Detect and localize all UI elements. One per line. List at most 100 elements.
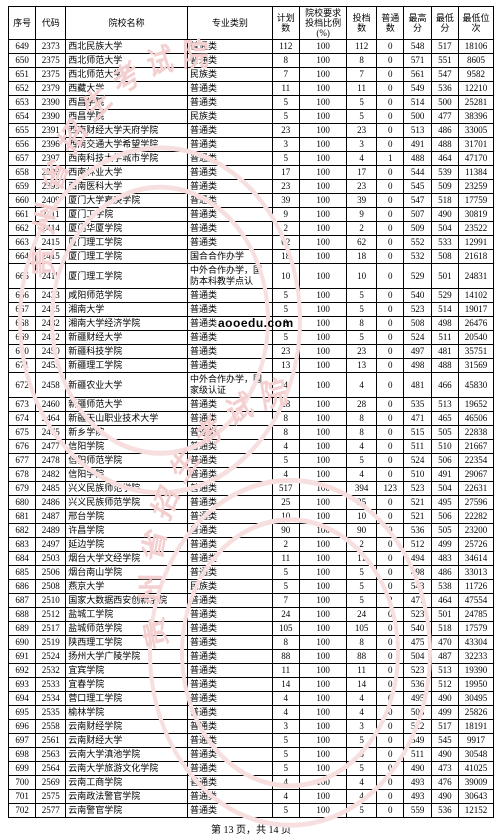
cell: 19950 bbox=[459, 678, 494, 692]
cell: 普通类 bbox=[188, 538, 273, 552]
table-row: 6822489许昌学院普通类9010090053650523200 bbox=[9, 524, 494, 538]
table-row: 6562396西南交通大学希望学院普通类31003049148831701 bbox=[9, 138, 494, 152]
cell: 493 bbox=[404, 776, 431, 790]
cell: 西南财经大学天府学院 bbox=[66, 124, 188, 138]
cell: 2482 bbox=[36, 468, 66, 482]
table-row: 6672425湘南大学普通类51005052351419017 bbox=[9, 303, 494, 317]
cell: 西南医科大学 bbox=[66, 180, 188, 194]
cell: 683 bbox=[9, 538, 36, 552]
cell: 5 bbox=[272, 762, 299, 776]
cell: 2519 bbox=[36, 636, 66, 650]
cell: 664 bbox=[9, 250, 36, 264]
cell: 普通类 bbox=[188, 236, 273, 250]
cell: 535 bbox=[404, 398, 431, 412]
cell: 0 bbox=[377, 440, 404, 454]
cell: 榆林学院 bbox=[66, 706, 188, 720]
cell: 0 bbox=[377, 734, 404, 748]
table-row: 6802486兴义民族师范学院普通类2510025052149527596 bbox=[9, 496, 494, 510]
table-row: 6692442新疆财经大学普通类51005052451120540 bbox=[9, 331, 494, 345]
cell: 521 bbox=[404, 510, 431, 524]
cell: 512 bbox=[431, 678, 458, 692]
cell: 0 bbox=[377, 166, 404, 180]
cell: 9 bbox=[347, 208, 377, 222]
cell: 495 bbox=[404, 692, 431, 706]
cell: 0 bbox=[377, 790, 404, 804]
cell: 2373 bbox=[36, 40, 66, 54]
cell: 2487 bbox=[36, 510, 66, 524]
cell: 46506 bbox=[459, 412, 494, 426]
cell: 524 bbox=[404, 331, 431, 345]
cell: 514 bbox=[431, 303, 458, 317]
cell: 100 bbox=[299, 608, 346, 622]
cell: 5 bbox=[272, 580, 299, 594]
cell: 88 bbox=[347, 650, 377, 664]
cell: 盐城工学院 bbox=[66, 608, 188, 622]
cell: 2489 bbox=[36, 524, 66, 538]
cell: 507 bbox=[404, 208, 431, 222]
cell: 100 bbox=[299, 317, 346, 331]
cell: 5 bbox=[272, 96, 299, 110]
cell: 513 bbox=[431, 398, 458, 412]
cell: 503 bbox=[404, 706, 431, 720]
cell: 4 bbox=[272, 776, 299, 790]
table-row: 6972561云南财经大学普通类5100505495459917 bbox=[9, 734, 494, 748]
cell: 普通类 bbox=[188, 622, 273, 636]
cell: 4 bbox=[272, 692, 299, 706]
cell: 8 bbox=[347, 317, 377, 331]
cell: 26476 bbox=[459, 317, 494, 331]
cell: 13 bbox=[272, 359, 299, 373]
cell: 普通类 bbox=[188, 166, 273, 180]
table-row: 6642415厦门理工学院国合合作办学1810018053250821618 bbox=[9, 250, 494, 264]
cell: 云南政法警官学院 bbox=[66, 790, 188, 804]
cell: 500 bbox=[404, 110, 431, 124]
cell: 2558 bbox=[36, 720, 66, 734]
cell: 652 bbox=[9, 82, 36, 96]
cell: 0 bbox=[377, 110, 404, 124]
cell: 西昌学院 bbox=[66, 110, 188, 124]
cell: 693 bbox=[9, 678, 36, 692]
cell: 2561 bbox=[36, 734, 66, 748]
cell: 3 bbox=[272, 138, 299, 152]
table-row: 6592399西南医科大学普通类2310023054550923259 bbox=[9, 180, 494, 194]
cell: 100 bbox=[299, 678, 346, 692]
col-9: 最低分 bbox=[431, 7, 458, 40]
cell: 505 bbox=[431, 426, 458, 440]
cell: 100 bbox=[299, 622, 346, 636]
cell: 10 bbox=[272, 510, 299, 524]
cell: 普通类 bbox=[188, 650, 273, 664]
cell: 35751 bbox=[459, 345, 494, 359]
cell: 686 bbox=[9, 580, 36, 594]
col-4: 计划数 bbox=[272, 7, 299, 40]
cell: 8 bbox=[347, 54, 377, 68]
cell: 100 bbox=[299, 373, 346, 398]
cell: 649 bbox=[9, 40, 36, 54]
cell: 云南大学旅游文化学院 bbox=[66, 762, 188, 776]
cell: 470 bbox=[431, 636, 458, 650]
cell: 普通类 bbox=[188, 482, 273, 496]
table-row: 6542390西昌学院民族类51005050047738396 bbox=[9, 110, 494, 124]
cell: 5 bbox=[272, 331, 299, 345]
table-row: 6632415厦门理工学院普通类6210062055253312991 bbox=[9, 236, 494, 250]
cell: 510 bbox=[431, 440, 458, 454]
cell: 11 bbox=[272, 82, 299, 96]
cell: 671 bbox=[9, 359, 36, 373]
table-row: 6952535榆林学院普通类41004050349925826 bbox=[9, 706, 494, 720]
cell: 普通类 bbox=[188, 359, 273, 373]
cell: 14102 bbox=[459, 289, 494, 303]
cell: 24831 bbox=[459, 264, 494, 289]
cell: 28 bbox=[272, 398, 299, 412]
cell: 23 bbox=[272, 345, 299, 359]
cell: 700 bbox=[9, 776, 36, 790]
cell: 689 bbox=[9, 622, 36, 636]
cell: 100 bbox=[299, 180, 346, 194]
cell: 21618 bbox=[459, 250, 494, 264]
cell: 普通类 bbox=[188, 734, 273, 748]
cell: 658 bbox=[9, 166, 36, 180]
cell: 2532 bbox=[36, 664, 66, 678]
cell: 100 bbox=[299, 440, 346, 454]
cell: 2379 bbox=[36, 82, 66, 96]
cell: 2575 bbox=[36, 790, 66, 804]
cell: 0 bbox=[377, 468, 404, 482]
cell: 0 bbox=[377, 762, 404, 776]
cell: 677 bbox=[9, 454, 36, 468]
